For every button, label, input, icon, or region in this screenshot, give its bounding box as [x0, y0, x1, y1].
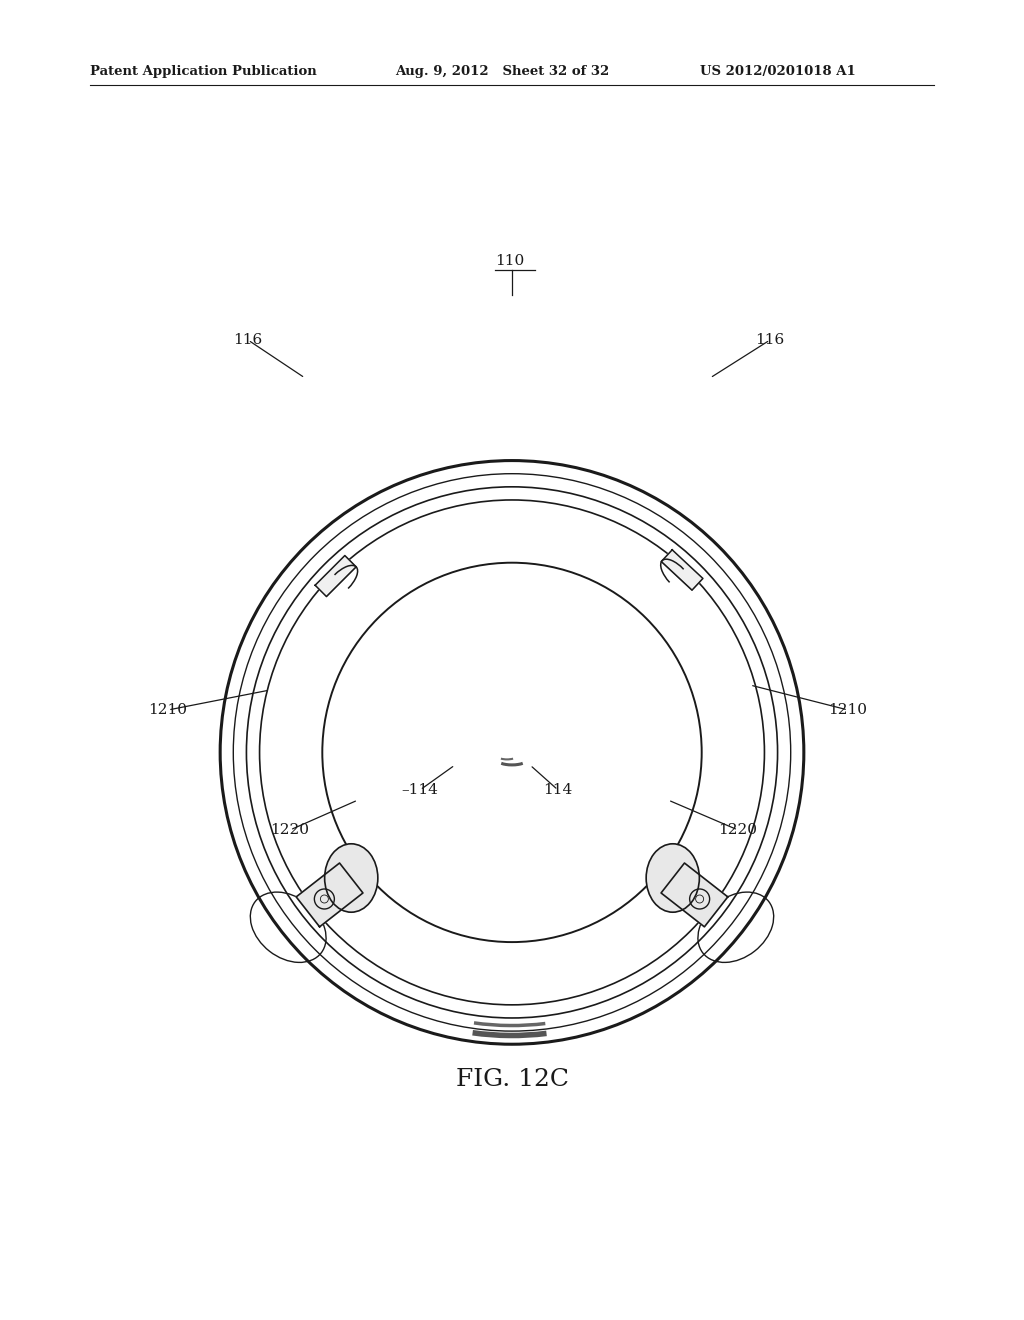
Text: 1210: 1210 — [828, 704, 867, 717]
Ellipse shape — [646, 843, 699, 912]
Polygon shape — [315, 556, 356, 597]
Polygon shape — [662, 550, 702, 590]
Polygon shape — [296, 863, 362, 927]
Text: FIG. 12C: FIG. 12C — [456, 1068, 568, 1092]
Text: 1210: 1210 — [148, 704, 187, 717]
Text: US 2012/0201018 A1: US 2012/0201018 A1 — [700, 66, 856, 78]
Polygon shape — [662, 863, 728, 927]
Text: 116: 116 — [233, 333, 262, 347]
Text: 116: 116 — [756, 333, 784, 347]
Text: Aug. 9, 2012   Sheet 32 of 32: Aug. 9, 2012 Sheet 32 of 32 — [395, 66, 609, 78]
Text: 1220: 1220 — [270, 822, 309, 837]
Text: 1220: 1220 — [719, 822, 758, 837]
Text: 114: 114 — [544, 783, 572, 797]
Text: 110: 110 — [496, 253, 524, 268]
Text: Patent Application Publication: Patent Application Publication — [90, 66, 316, 78]
Ellipse shape — [325, 843, 378, 912]
Text: –114: –114 — [401, 783, 438, 797]
